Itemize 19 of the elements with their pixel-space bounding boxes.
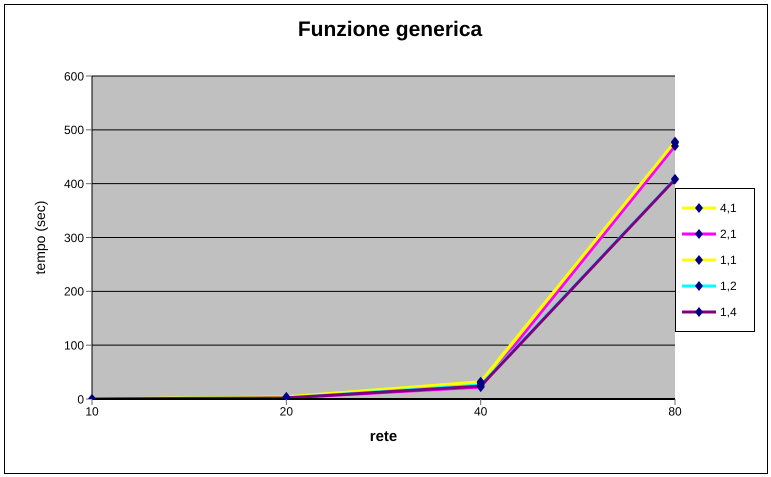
x-axis-title: rete [370, 428, 398, 445]
x-tick-label: 10 [85, 404, 99, 419]
x-tick-label: 20 [280, 404, 294, 419]
legend-label: 4,1 [720, 200, 737, 214]
y-tick-label: 600 [64, 69, 84, 84]
legend-label: 2,1 [720, 226, 737, 240]
legend-label: 1,1 [720, 252, 737, 266]
y-tick-label: 0 [77, 392, 84, 406]
chart-title: Funzione generica [296, 18, 484, 42]
legend-label: 1,2 [720, 278, 737, 292]
y-axis-title: tempo (sec) [32, 200, 48, 274]
x-tick-label: 80 [668, 404, 682, 419]
y-tick-label: 100 [64, 338, 84, 352]
y-tick-label: 500 [64, 123, 84, 138]
legend-label: 1,4 [720, 304, 737, 318]
y-tick-label: 400 [64, 176, 84, 191]
x-tick-label: 40 [474, 404, 488, 419]
y-tick-label: 300 [64, 230, 84, 245]
y-tick-label: 200 [64, 284, 84, 299]
